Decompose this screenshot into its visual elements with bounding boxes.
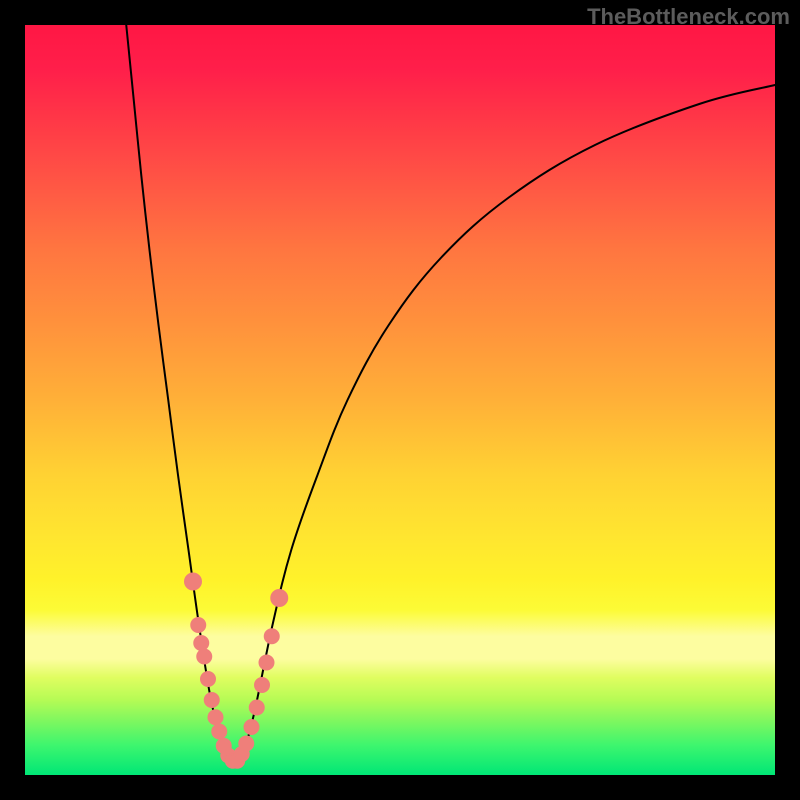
- chart-container: TheBottleneck.com: [0, 0, 800, 800]
- marker-cluster-1: [194, 636, 209, 651]
- marker-cluster-0: [191, 618, 206, 633]
- marker-cluster-13: [244, 720, 259, 735]
- marker-main-1: [271, 590, 288, 607]
- marker-cluster-15: [255, 678, 270, 693]
- bottleneck-chart: [0, 0, 800, 800]
- marker-cluster-16: [259, 655, 274, 670]
- marker-cluster-12: [239, 736, 254, 751]
- marker-cluster-17: [264, 629, 279, 644]
- marker-cluster-14: [249, 700, 264, 715]
- marker-cluster-5: [208, 710, 223, 725]
- marker-cluster-6: [212, 724, 227, 739]
- marker-cluster-4: [204, 693, 219, 708]
- marker-cluster-3: [201, 672, 216, 687]
- marker-cluster-2: [197, 649, 212, 664]
- marker-main-0: [185, 573, 202, 590]
